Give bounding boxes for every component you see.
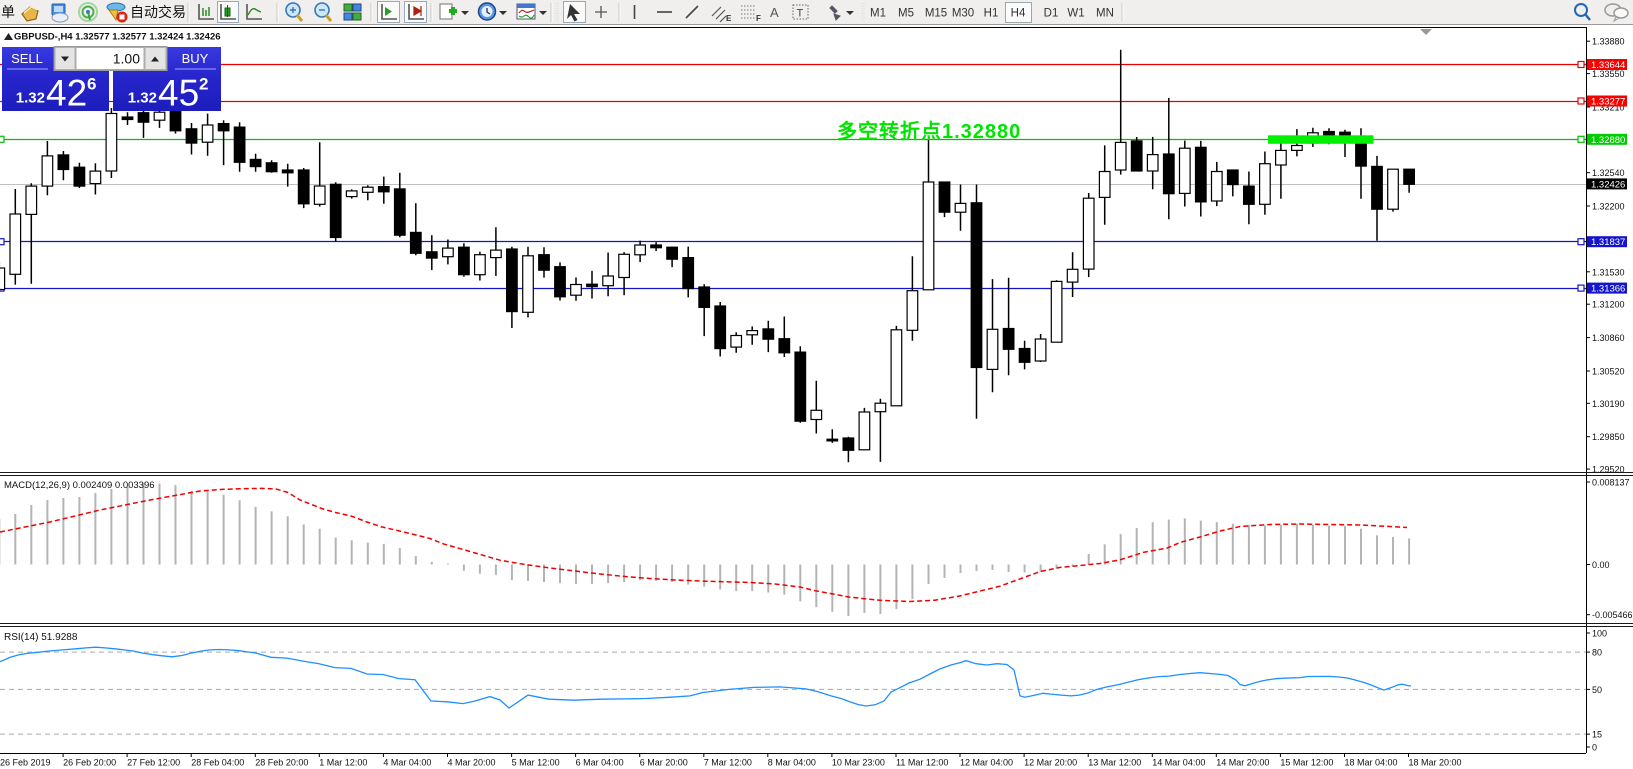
svg-text:0.00: 0.00 [1592,560,1610,570]
svg-text:1.30190: 1.30190 [1592,399,1625,409]
svg-text:4 Mar 20:00: 4 Mar 20:00 [448,758,496,768]
svg-text:0: 0 [1592,743,1597,753]
svg-text:10 Mar 23:00: 10 Mar 23:00 [832,758,885,768]
svg-text:28 Feb 04:00: 28 Feb 04:00 [191,758,244,768]
svg-text:1.31200: 1.31200 [1592,300,1625,310]
svg-text:BUY: BUY [182,51,209,66]
svg-text:2: 2 [199,75,208,94]
svg-text:1.32880: 1.32880 [1591,135,1625,146]
svg-text:18 Mar 20:00: 18 Mar 20:00 [1409,758,1462,768]
svg-text:M1: M1 [870,8,886,20]
svg-text:F: F [756,14,761,23]
svg-text:15: 15 [1592,730,1602,740]
svg-text:1.32540: 1.32540 [1592,168,1625,178]
svg-text:W1: W1 [1067,8,1084,20]
svg-text:1.33644: 1.33644 [1591,60,1625,71]
svg-text:1.33880: 1.33880 [1592,37,1625,47]
svg-text:42: 42 [46,73,87,114]
svg-text:1 Mar 12:00: 1 Mar 12:00 [319,758,367,768]
svg-text:4 Mar 04:00: 4 Mar 04:00 [383,758,431,768]
svg-text:D1: D1 [1044,8,1059,20]
svg-text:M5: M5 [898,8,914,20]
svg-text:11 Mar 12:00: 11 Mar 12:00 [896,758,948,768]
svg-text:H1: H1 [984,8,999,20]
svg-text:自动交易: 自动交易 [130,4,186,20]
svg-text:1.32: 1.32 [128,90,157,107]
svg-text:1.32426: 1.32426 [1591,179,1625,190]
svg-text:1.32: 1.32 [16,90,45,107]
svg-text:26 Feb 2019: 26 Feb 2019 [0,758,51,768]
svg-text:MN: MN [1096,8,1114,20]
svg-text:多空转折点1.32880: 多空转折点1.32880 [837,119,1021,143]
svg-text:M30: M30 [952,8,974,20]
svg-text:-0.005466: -0.005466 [1592,610,1633,620]
svg-text:6 Mar 20:00: 6 Mar 20:00 [640,758,688,768]
svg-text:8 Mar 04:00: 8 Mar 04:00 [768,758,816,768]
svg-text:13 Mar 12:00: 13 Mar 12:00 [1088,758,1141,768]
svg-text:RSI(14) 51.9288: RSI(14) 51.9288 [4,632,78,643]
svg-text:A: A [770,5,779,20]
svg-text:45: 45 [158,73,199,114]
svg-text:26 Feb 20:00: 26 Feb 20:00 [63,758,116,768]
svg-text:0.008137: 0.008137 [1592,478,1630,488]
svg-text:1.33550: 1.33550 [1592,69,1625,79]
svg-text:H4: H4 [1011,8,1026,20]
svg-text:1.32200: 1.32200 [1592,202,1625,212]
svg-text:28 Feb 20:00: 28 Feb 20:00 [255,758,308,768]
svg-text:27 Feb 12:00: 27 Feb 12:00 [127,758,180,768]
svg-text:1.33210: 1.33210 [1592,103,1625,113]
svg-text:1.33277: 1.33277 [1591,97,1625,108]
svg-text:7 Mar 12:00: 7 Mar 12:00 [704,758,752,768]
svg-text:1.31530: 1.31530 [1592,267,1625,277]
svg-text:单: 单 [1,4,15,20]
svg-text:T: T [797,8,804,20]
svg-text:18 Mar 04:00: 18 Mar 04:00 [1345,758,1398,768]
svg-text:5 Mar 12:00: 5 Mar 12:00 [512,758,560,768]
svg-text:1.30860: 1.30860 [1592,333,1625,343]
svg-text:1.00: 1.00 [113,51,140,67]
svg-text:1.29520: 1.29520 [1592,465,1625,475]
svg-text:1.31366: 1.31366 [1591,284,1625,295]
svg-text:1.31837: 1.31837 [1591,237,1625,248]
svg-text:GBPUSD-,H4 1.32577 1.32577 1.: GBPUSD-,H4 1.32577 1.32577 1.32424 1.324… [14,32,221,43]
svg-text:15 Mar 12:00: 15 Mar 12:00 [1280,758,1333,768]
svg-text:12 Mar 04:00: 12 Mar 04:00 [960,758,1013,768]
svg-text:M15: M15 [925,8,947,20]
svg-text:80: 80 [1592,648,1602,658]
svg-text:14 Mar 20:00: 14 Mar 20:00 [1216,758,1269,768]
svg-text:100: 100 [1592,629,1607,639]
svg-text:MACD(12,26,9) 0.002409 0.00339: MACD(12,26,9) 0.002409 0.003396 [4,480,155,491]
svg-text:1.29850: 1.29850 [1592,432,1625,442]
svg-text:E: E [726,14,732,23]
svg-text:SELL: SELL [11,51,43,66]
svg-text:12 Mar 20:00: 12 Mar 20:00 [1024,758,1077,768]
svg-text:6: 6 [87,75,96,94]
svg-text:1.30520: 1.30520 [1592,367,1625,377]
svg-text:6 Mar 04:00: 6 Mar 04:00 [576,758,624,768]
svg-text:14 Mar 04:00: 14 Mar 04:00 [1152,758,1205,768]
svg-text:50: 50 [1592,685,1602,695]
